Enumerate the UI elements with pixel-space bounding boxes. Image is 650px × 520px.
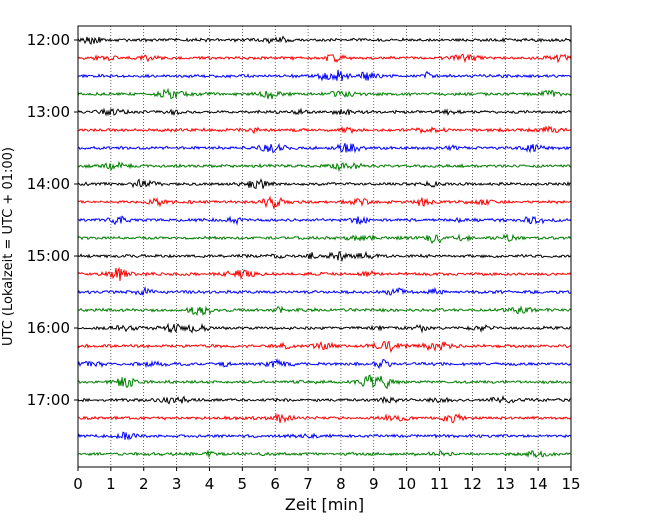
trace-1245 <box>77 87 572 100</box>
trace-1315 <box>77 125 572 135</box>
trace-1730 <box>77 431 572 441</box>
y-tick-label: 17:00 <box>27 391 70 409</box>
x-tick-label: 5 <box>238 475 248 493</box>
trace-1500 <box>77 250 572 263</box>
trace-layer <box>77 35 572 459</box>
trace-1215 <box>77 53 572 64</box>
x-tick-label: 2 <box>139 475 149 493</box>
trace-1715 <box>77 412 572 424</box>
trace-1330 <box>77 142 572 154</box>
plot-frame <box>77 25 572 468</box>
x-tick-label: 6 <box>270 475 280 493</box>
y-tick-label: 14:00 <box>27 175 70 193</box>
y-tick-label: 16:00 <box>27 319 70 337</box>
trace-1545 <box>77 305 572 317</box>
x-tick-label: 0 <box>73 475 83 493</box>
y-tick-label: 12:00 <box>27 31 70 49</box>
x-tick-label: 3 <box>172 475 182 493</box>
x-tick-label: 14 <box>529 475 548 493</box>
trace-1430 <box>77 215 572 226</box>
trace-1300 <box>77 107 572 117</box>
trace-1745 <box>77 450 572 459</box>
trace-1600 <box>77 322 572 334</box>
x-tick-label: 9 <box>369 475 379 493</box>
x-tick-label: 7 <box>303 475 313 493</box>
x-tick-label: 8 <box>336 475 346 493</box>
y-tick-label: 13:00 <box>27 103 70 121</box>
x-tick-label: 10 <box>397 475 416 493</box>
trace-1630 <box>77 357 572 370</box>
y-axis: 12:00 13:00 14:00 15:00 16:00 17:00 <box>27 31 78 409</box>
x-tick-label: 15 <box>561 475 580 493</box>
trace-1615 <box>77 340 572 354</box>
trace-1530 <box>77 286 572 296</box>
trace-1415 <box>77 195 572 209</box>
x-tick-label: 1 <box>106 475 116 493</box>
trace-1400 <box>77 178 572 189</box>
trace-1200 <box>77 35 572 45</box>
x-tick-label: 4 <box>205 475 215 493</box>
trace-1700 <box>77 395 572 405</box>
x-axis-label: Zeit [min] <box>285 495 364 514</box>
trace-1645 <box>77 374 572 390</box>
x-tick-label: 11 <box>430 475 449 493</box>
x-axis: 0 1 2 3 4 5 6 7 8 9 10 11 12 13 14 15 <box>73 467 581 493</box>
trace-1230 <box>77 69 572 82</box>
trace-1445 <box>77 233 572 245</box>
trace-1515 <box>77 266 572 282</box>
x-tick-label: 13 <box>496 475 515 493</box>
trace-1345 <box>77 160 572 173</box>
x-tick-label: 12 <box>463 475 482 493</box>
y-tick-label: 15:00 <box>27 247 70 265</box>
y-axis-label: UTC (Lokalzeit = UTC + 01:00) <box>1 147 16 346</box>
